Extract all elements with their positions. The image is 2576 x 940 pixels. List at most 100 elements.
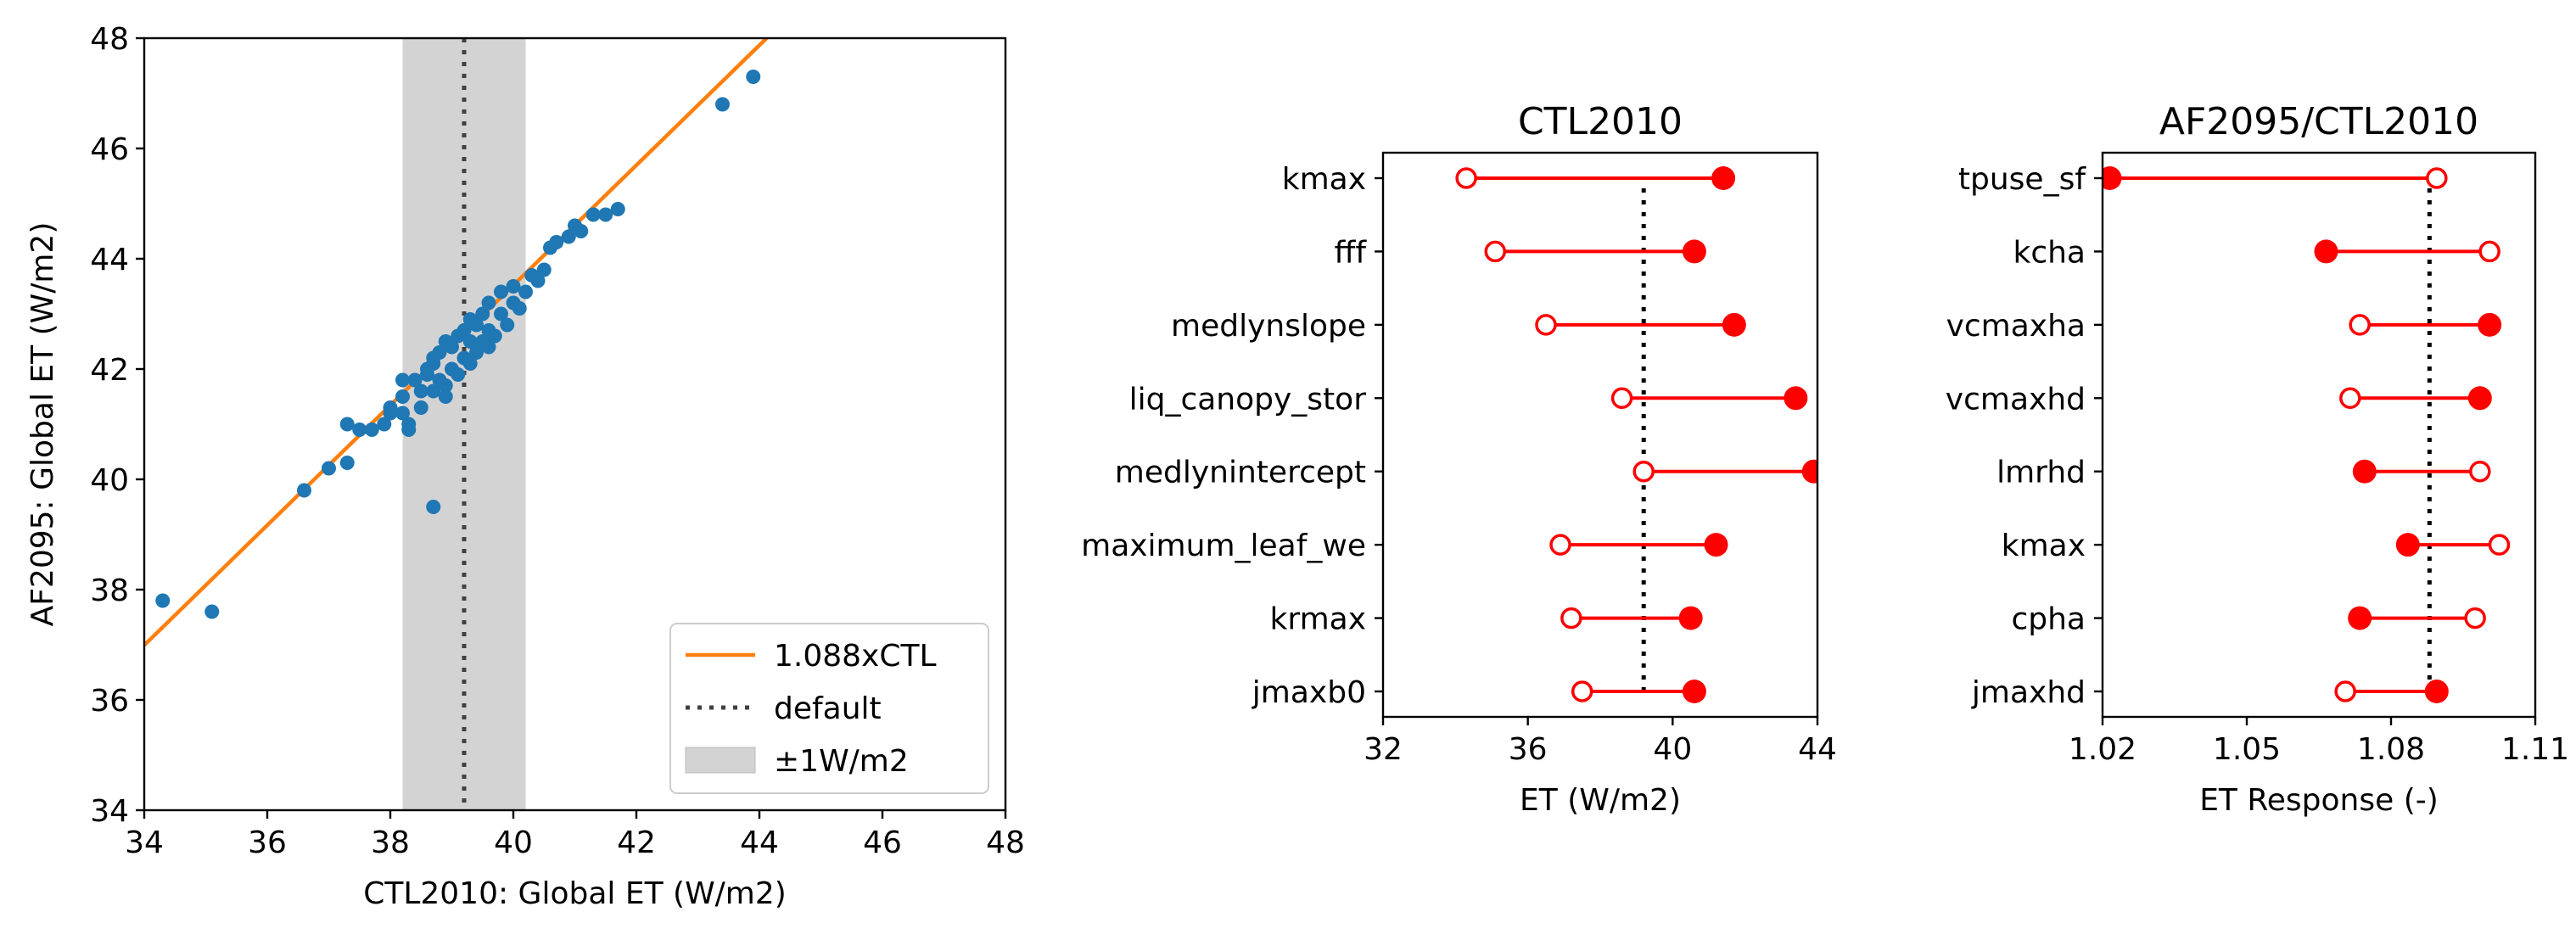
x-axis-label: CTL2010: Global ET (W/m2) — [363, 876, 787, 911]
x-tick-label: 36 — [248, 825, 287, 860]
data-point — [561, 229, 576, 244]
category-label: liq_canopy_stor — [1129, 382, 1367, 417]
filled-marker — [1784, 386, 1808, 411]
category-label: krmax — [1270, 602, 1366, 637]
x-tick-label: 1.11 — [2501, 732, 2569, 767]
open-marker — [2334, 680, 2356, 702]
panel-title: AF2095/CTL2010 — [2159, 100, 2478, 143]
open-marker — [1571, 680, 1593, 702]
data-point — [297, 483, 311, 498]
data-point — [574, 224, 589, 238]
x-tick-label: 38 — [371, 825, 410, 860]
data-point — [598, 207, 613, 222]
category-label: jmaxhd — [1971, 675, 2086, 710]
open-marker — [2469, 460, 2491, 483]
data-point — [456, 323, 472, 338]
data-point — [322, 461, 336, 476]
x-axis-label: ET Response (-) — [2199, 783, 2439, 818]
open-marker — [2478, 240, 2500, 263]
x-tick-label: 32 — [1364, 732, 1403, 767]
data-point — [395, 389, 410, 404]
data-point — [512, 301, 527, 316]
data-point — [530, 273, 546, 288]
data-point — [715, 97, 730, 112]
filled-marker — [2478, 312, 2502, 337]
scatter-panel: 34 36 38 40 42 44 46 48 34 36 38 40 42 44 46 48 CTL2010:… — [25, 22, 1025, 911]
open-marker — [2349, 314, 2371, 336]
category-label: vcmaxha — [1946, 309, 2086, 344]
x-tick-label: 34 — [125, 825, 164, 860]
data-point — [204, 604, 220, 619]
data-point — [377, 417, 392, 432]
open-marker — [2426, 167, 2448, 189]
scatter-frame — [143, 36, 1007, 812]
legend-band-label: ±1W/m2 — [774, 744, 909, 779]
filled-marker — [1722, 312, 1746, 337]
category-label: tpuse_sf — [1958, 162, 2086, 197]
data-point — [500, 317, 515, 333]
panel-frame — [1381, 151, 1819, 719]
category-label: lmrhd — [1996, 456, 2086, 490]
category-label: kmax — [2002, 529, 2086, 563]
data-point — [462, 334, 478, 349]
data-point — [413, 400, 428, 415]
category-label: maximum_leaf_we — [1081, 529, 1366, 563]
y-axis-label: AF2095: Global ET (W/m2) — [25, 222, 60, 627]
data-point — [585, 207, 601, 222]
open-marker — [1484, 240, 1507, 263]
data-point — [451, 367, 466, 382]
data-point — [155, 593, 171, 608]
data-point — [432, 345, 447, 360]
data-point — [462, 356, 478, 371]
filled-marker — [1801, 459, 1817, 484]
x-axis-label: ET (W/m2) — [1520, 783, 1681, 818]
data-point — [481, 339, 496, 355]
data-point — [475, 306, 490, 322]
data-point — [487, 328, 502, 344]
x-tick-label: 46 — [863, 825, 902, 860]
data-point — [536, 262, 552, 277]
data-point — [413, 383, 428, 399]
y-tick-label: 36 — [90, 684, 129, 719]
y-tick-label: 34 — [90, 794, 129, 829]
filled-marker — [1678, 606, 1703, 630]
category-label: fff — [1335, 235, 1368, 270]
open-marker — [1560, 607, 1582, 629]
data-point — [506, 279, 521, 294]
marks — [1455, 166, 1817, 703]
ctl2010-panel: kmax fff medlynslope liq_canopy_stormedlyni… — [1081, 100, 1837, 818]
x-tick-label: 42 — [617, 825, 656, 860]
category-label: jmaxb0 — [1252, 675, 1366, 710]
y-tick-label: 44 — [90, 243, 129, 277]
data-point — [339, 456, 355, 470]
category-label: medlynintercept — [1115, 456, 1366, 490]
open-marker — [2339, 387, 2361, 410]
legend-band-swatch — [685, 747, 756, 774]
filled-marker — [1711, 166, 1736, 190]
y-tick-label: 38 — [90, 574, 129, 608]
x-tick-label: 1.02 — [2069, 732, 2136, 767]
data-point — [395, 372, 410, 388]
filled-marker — [2348, 606, 2372, 630]
data-point — [364, 422, 379, 437]
data-point — [494, 306, 508, 322]
filled-marker — [2352, 459, 2377, 484]
category-label: kcha — [2013, 235, 2086, 270]
category-label: vcmaxhd — [1946, 382, 2086, 417]
data-point — [462, 312, 478, 327]
y-tick-label: 40 — [90, 463, 129, 498]
filled-marker — [2424, 680, 2449, 703]
data-point — [395, 406, 410, 421]
data-point — [549, 235, 564, 249]
category-label: cpha — [2011, 602, 2086, 637]
panel-title: CTL2010 — [1518, 100, 1683, 143]
x-tick-label: 36 — [1509, 732, 1548, 767]
marks — [2103, 166, 2511, 703]
x-tick-label: 40 — [494, 825, 533, 860]
y-tick-label: 46 — [90, 132, 129, 167]
data-point — [407, 372, 423, 388]
data-point — [445, 339, 459, 355]
data-point — [352, 422, 367, 437]
